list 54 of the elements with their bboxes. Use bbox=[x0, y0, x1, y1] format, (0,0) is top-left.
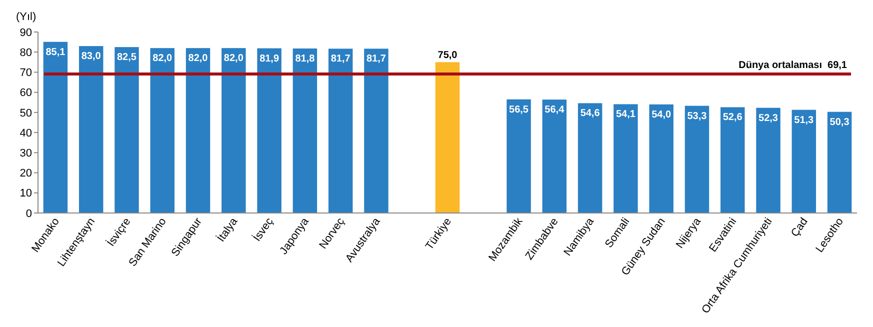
y-tick-label: 10 bbox=[20, 188, 32, 200]
data-label: 81,9 bbox=[260, 53, 280, 64]
y-tick-label: 20 bbox=[20, 168, 32, 180]
y-tick-label: 80 bbox=[20, 46, 32, 59]
y-tick-label: 70 bbox=[20, 67, 32, 80]
data-label: 56,4 bbox=[544, 104, 565, 116]
data-label: 82,0 bbox=[188, 53, 208, 64]
data-label: 82,0 bbox=[224, 53, 244, 64]
bar bbox=[78, 46, 104, 213]
data-label: 75,0 bbox=[438, 50, 458, 62]
y-tick-label: 50 bbox=[20, 107, 32, 120]
data-label: 54,0 bbox=[652, 109, 672, 120]
data-label: 82,5 bbox=[117, 52, 137, 64]
bar bbox=[186, 48, 210, 213]
data-label: 54,1 bbox=[616, 109, 636, 120]
ref-line-label: Dünya ortalaması 69,1 bbox=[738, 60, 848, 72]
y-tick-label: 0 bbox=[26, 208, 32, 220]
y-tick-label: 60 bbox=[20, 87, 32, 100]
data-label: 81,7 bbox=[330, 54, 351, 65]
bar bbox=[578, 103, 602, 213]
data-label: 51,3 bbox=[794, 114, 814, 126]
bar bbox=[222, 48, 246, 213]
bar bbox=[257, 48, 282, 213]
bar bbox=[756, 108, 780, 213]
bar bbox=[506, 99, 531, 213]
data-label: 85,1 bbox=[46, 46, 66, 58]
bar bbox=[364, 48, 388, 213]
data-label: 82,0 bbox=[152, 53, 173, 64]
data-label: 52,6 bbox=[722, 112, 743, 124]
bar bbox=[542, 100, 567, 213]
y-tick-label: 90 bbox=[20, 26, 32, 39]
data-label: 50,3 bbox=[830, 116, 850, 128]
bar bbox=[614, 104, 638, 213]
data-label: 81,7 bbox=[366, 54, 386, 65]
bar bbox=[43, 42, 68, 213]
bar bbox=[792, 110, 816, 213]
bar bbox=[649, 104, 674, 213]
bar bbox=[150, 48, 174, 213]
bar bbox=[435, 62, 460, 213]
bar bbox=[114, 47, 139, 213]
data-label: 54,6 bbox=[580, 108, 600, 120]
bar bbox=[292, 48, 318, 213]
bar bbox=[827, 112, 852, 213]
bar bbox=[720, 107, 745, 213]
data-label: 83,0 bbox=[81, 51, 102, 62]
y-axis-title: (Yıl) bbox=[16, 11, 36, 23]
y-tick-label: 40 bbox=[20, 127, 32, 140]
data-label: 81,8 bbox=[295, 53, 316, 64]
data-label: 52,3 bbox=[758, 112, 778, 124]
y-tick-label: 30 bbox=[20, 148, 32, 160]
data-label: 56,5 bbox=[509, 104, 529, 116]
bar bbox=[684, 106, 710, 213]
bar bbox=[328, 48, 353, 213]
data-label: 53,3 bbox=[687, 110, 708, 122]
